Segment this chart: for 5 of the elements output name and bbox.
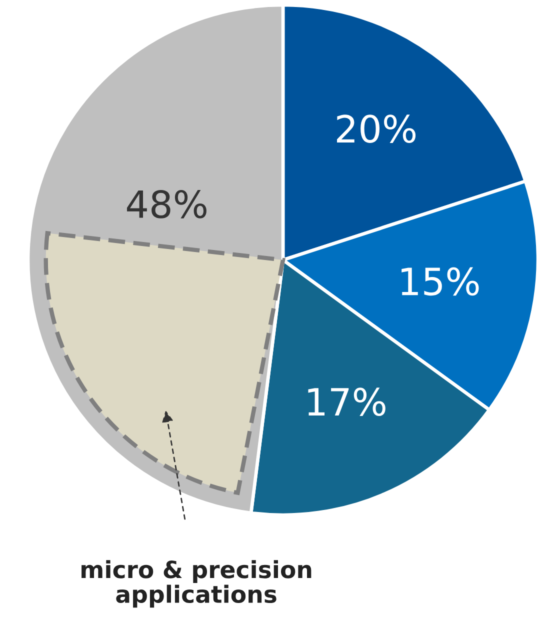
data-label: 15%: [402, 267, 479, 296]
data-label: 17%: [308, 388, 386, 416]
data-label: 48%: [126, 190, 206, 218]
data-label: 20%: [337, 114, 416, 143]
text: micro & precision applications: [82, 560, 312, 608]
